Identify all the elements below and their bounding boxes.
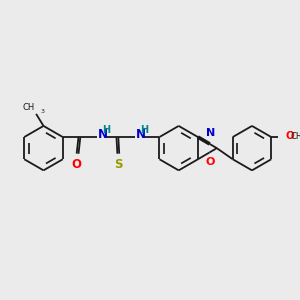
Text: H: H — [103, 125, 111, 135]
Text: CH: CH — [291, 132, 300, 141]
Text: CH: CH — [23, 103, 35, 112]
Text: O: O — [285, 131, 294, 141]
Text: O: O — [72, 158, 82, 171]
Text: O: O — [206, 157, 215, 167]
Text: 3: 3 — [298, 133, 300, 138]
Text: 3: 3 — [41, 109, 45, 114]
Text: N: N — [206, 128, 215, 138]
Text: H: H — [140, 125, 148, 135]
Text: N: N — [98, 128, 107, 141]
Text: S: S — [114, 158, 123, 171]
Text: N: N — [135, 128, 146, 141]
